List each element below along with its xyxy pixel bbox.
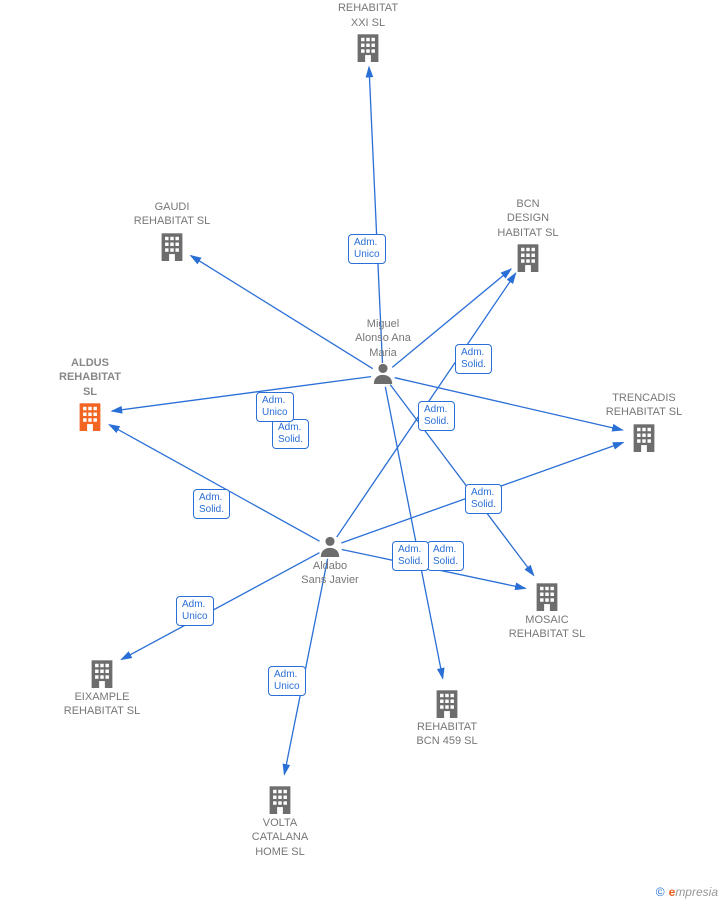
node-label: TRENCADIS REHABITAT SL	[606, 391, 682, 420]
node-rehabitat_bcn[interactable]: REHABITAT BCN 459 SL	[397, 686, 497, 749]
node-label: GAUDI REHABITAT SL	[134, 200, 210, 229]
building-icon	[158, 231, 186, 261]
edge-label: Adm. Unico	[268, 666, 306, 696]
node-volta[interactable]: VOLTA CATALANA HOME SL	[230, 782, 330, 859]
building-icon	[433, 688, 461, 718]
building-icon	[354, 32, 382, 62]
building-icon	[88, 658, 116, 688]
edge-label: Adm. Unico	[176, 596, 214, 626]
building-icon	[533, 581, 561, 611]
node-label: VOLTA CATALANA HOME SL	[252, 816, 308, 859]
node-mosaic[interactable]: MOSAIC REHABITAT SL	[497, 579, 597, 642]
edge-label: Adm. Solid.	[272, 419, 309, 449]
building-icon	[266, 784, 294, 814]
edge-label: Adm. Solid.	[418, 401, 455, 431]
edge-label: Adm. Solid.	[392, 541, 429, 571]
node-aldabo[interactable]: Aldabo Sans Javier	[280, 533, 380, 588]
node-label: MOSAIC REHABITAT SL	[509, 613, 585, 642]
node-bcn_design[interactable]: BCN DESIGN HABITAT SL	[478, 197, 578, 274]
person-icon	[372, 362, 394, 384]
node-label: Miguel Alonso Ana Maria	[355, 317, 411, 360]
node-miguel[interactable]: Miguel Alonso Ana Maria	[333, 317, 433, 386]
node-label: REHABITAT BCN 459 SL	[416, 720, 477, 749]
edge-label: Adm. Solid.	[427, 541, 464, 571]
edge-label: Adm. Solid.	[193, 489, 230, 519]
person-icon	[319, 535, 341, 557]
edge-label: Adm. Solid.	[455, 344, 492, 374]
node-label: ALDUS REHABITAT SL	[59, 356, 121, 399]
edge-label: Adm. Unico	[348, 234, 386, 264]
node-label: Aldabo Sans Javier	[301, 559, 358, 588]
node-label: ADM REHABITAT XXI SL	[338, 0, 398, 30]
node-aldus[interactable]: ALDUS REHABITAT SL	[40, 356, 140, 433]
node-gaudi[interactable]: GAUDI REHABITAT SL	[122, 200, 222, 263]
node-eixample[interactable]: EIXAMPLE REHABITAT SL	[52, 656, 152, 719]
edge-label: Adm. Unico	[256, 392, 294, 422]
node-label: EIXAMPLE REHABITAT SL	[64, 690, 140, 719]
node-trencadis[interactable]: TRENCADIS REHABITAT SL	[594, 391, 694, 454]
building-icon	[514, 242, 542, 272]
node-label: BCN DESIGN HABITAT SL	[497, 197, 558, 240]
edge-label: Adm. Solid.	[465, 484, 502, 514]
building-icon	[630, 422, 658, 452]
node-adm_xxi[interactable]: ADM REHABITAT XXI SL	[318, 0, 418, 64]
building-icon	[76, 401, 104, 431]
